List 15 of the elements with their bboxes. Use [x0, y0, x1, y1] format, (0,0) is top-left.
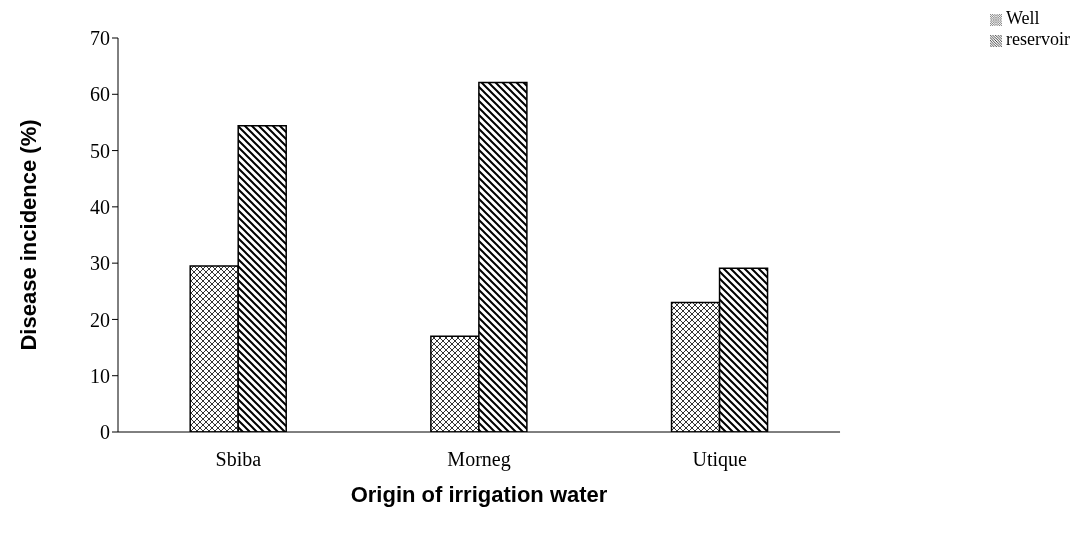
- x-tick-label: Morneg: [447, 448, 511, 472]
- y-tick-label: 40: [90, 195, 110, 218]
- y-tick-label: 60: [90, 83, 110, 106]
- legend-label: reservoir: [1006, 29, 1070, 49]
- y-tick-label: 0: [100, 421, 110, 444]
- y-tick-label: 10: [90, 364, 110, 387]
- legend-label: Well: [1006, 8, 1040, 28]
- y-tick-label: 30: [90, 252, 110, 275]
- x-axis-title: Origin of irrigation water: [350, 482, 608, 507]
- y-tick-label: 20: [90, 308, 110, 331]
- x-tick-label: Sbiba: [215, 448, 262, 471]
- y-axis-title: Disease incidence (%): [15, 119, 41, 351]
- x-tick-label: Utique: [692, 448, 748, 472]
- y-tick-label: 50: [90, 139, 110, 162]
- y-tick-label: 70: [90, 27, 110, 50]
